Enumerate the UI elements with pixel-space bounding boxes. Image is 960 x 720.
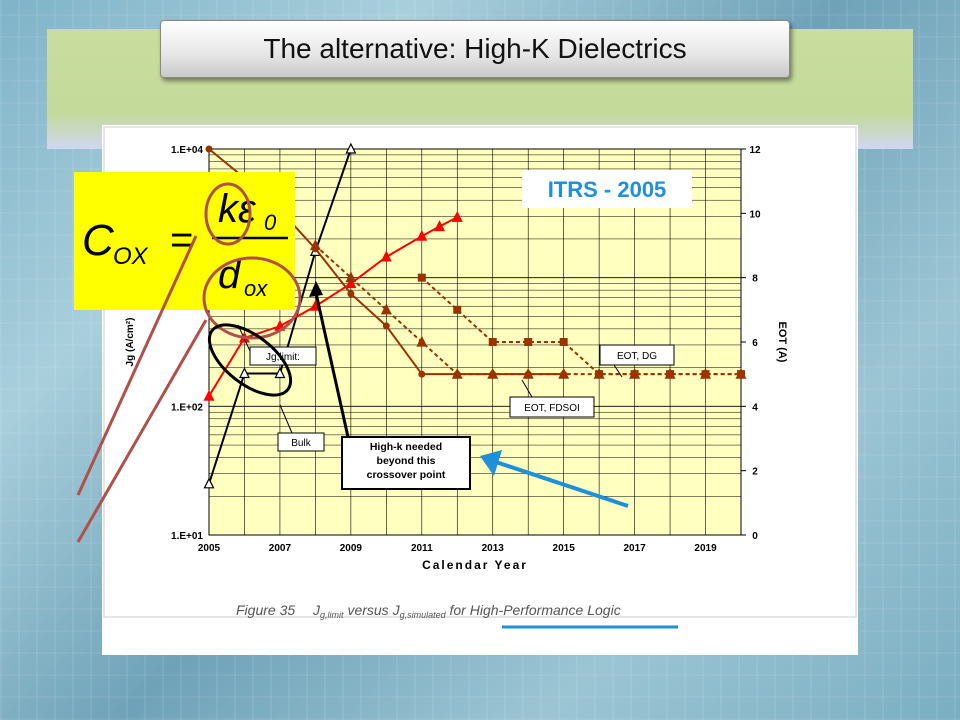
data-point [418,370,426,378]
y-right-tick-label: 4 [752,402,758,413]
itrs-badge-bg [522,170,692,208]
data-point [417,273,426,282]
data-point [524,338,533,346]
data-point [347,290,355,298]
y-right-tick-label: 2 [752,467,758,478]
callout-jg-limit-label: Jg,limit: [266,352,300,363]
x-tick-label: 2013 [482,543,505,554]
data-point [205,145,213,153]
itrs-badge: ITRS - 2005 [548,177,667,202]
y-right-tick-label: 0 [752,531,758,542]
data-point [559,338,568,346]
data-point [522,367,534,379]
y-right-tick-label: 12 [749,145,761,156]
y-right-axis-title: EOT (A) [776,322,788,363]
x-tick-label: 2011 [411,543,433,554]
crossover-line-1: High-k needed [370,441,442,453]
callout-eot-dg: EOT, DG [599,344,675,378]
data-point [240,174,248,182]
data-point [488,338,497,346]
plot-area [208,148,742,536]
y-right-tick-label: 8 [752,274,758,285]
callout-bulk-label: Bulk [291,438,311,449]
caption-highlight: High-Performance Logic [470,602,621,618]
series-line-4 [421,276,741,376]
chart-svg: 2005 2007 2009 2011 2013 2015 2017 2019 1.E+04 1.… [103,126,857,629]
data-point [737,370,745,379]
data-point [416,229,428,241]
data-point [276,206,284,214]
y-right-tick-label: 6 [752,338,758,349]
callout-eot-fdsoi: EOT, FDSOI [509,379,595,418]
data-point [416,335,428,347]
y-left-axis-title: Jg (A/cm²) [125,318,136,367]
slide-title: The alternative: High-K Dielectrics [263,33,687,64]
caption-body-sub: g,limit [320,610,344,620]
callout-eot-fdsoi-label: EOT, FDSOI [524,403,580,414]
callout-crossover: High-k needed beyond this crossover poin… [309,281,471,490]
data-point [666,370,675,379]
data-point [595,370,604,379]
x-tick-label: 2005 [198,543,221,554]
data-point [487,367,499,379]
x-tick-label: 2017 [623,543,646,554]
data-point [451,367,463,379]
y-left-tick-label: 1.E+04 [171,145,203,156]
data-point [434,220,446,232]
data-point [701,370,710,379]
y-left-tick-label: 1.E+01 [171,531,203,542]
data-point [451,210,463,222]
data-point [345,277,357,289]
crossover-line-3: crossover point [367,469,446,481]
figure: 2005 2007 2009 2011 2013 2015 2017 2019 1.E+04 1.… [102,125,858,655]
x-tick-label: 2007 [269,543,292,554]
callout-eot-dg-label: EOT, DG [617,351,657,362]
caption-versus-sub: g,simulated [400,610,447,620]
figure-caption: Figure 35 Jg,limit versus Jg,simulated f… [236,602,678,629]
caption-versus: versus J [344,602,401,618]
x-tick-label: 2019 [694,543,717,554]
x-tick-label: 2015 [553,543,576,554]
data-point [380,250,392,262]
callout-bulk: Bulk [277,404,325,452]
y-right-tick-label: 10 [749,209,761,220]
data-point [453,305,462,314]
data-point [345,271,357,283]
data-point [558,367,570,379]
data-point [382,322,390,330]
svg-text:Figure 35 Jg,limit versu: Figure 35 Jg,limit versus Jg,simulated f… [236,602,621,620]
data-point [309,239,321,251]
title-box: The alternative: High-K Dielectrics [160,20,790,78]
x-tick-label: 2009 [340,543,363,554]
data-point [630,370,639,379]
y-left-tick-label: 1.E+02 [171,402,203,413]
crossover-line-2: beyond this [377,455,436,467]
caption-prefix: Figure 35 [236,602,295,618]
caption-for: for [446,602,470,618]
x-axis-title: Calendar Year [422,558,528,572]
caption-body: J [312,602,321,618]
data-point [345,142,357,154]
data-point [380,303,392,315]
